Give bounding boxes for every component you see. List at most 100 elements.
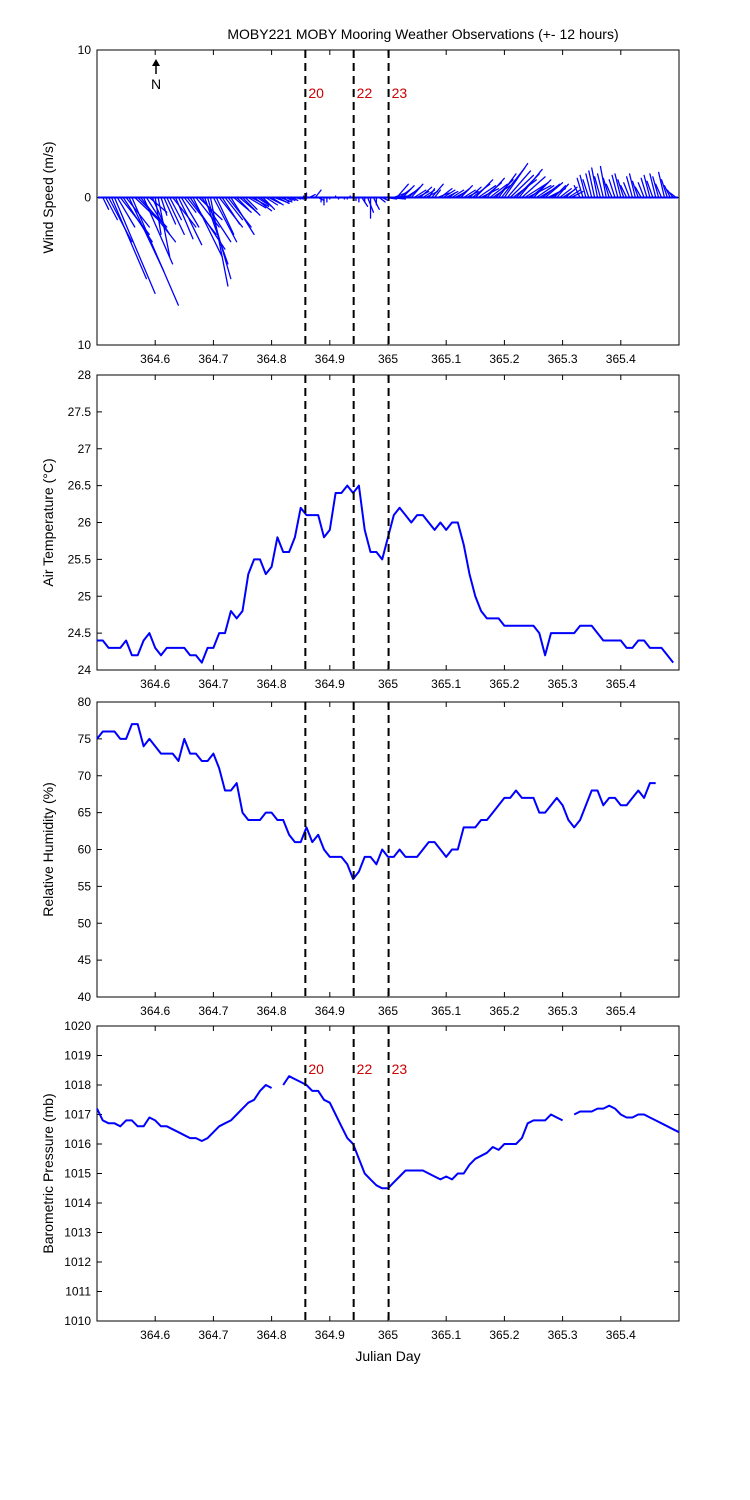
wind-vector <box>474 179 494 199</box>
x-tick-label: 365.3 <box>548 1004 578 1018</box>
y-tick-label: 10 <box>78 43 92 57</box>
wind-vector <box>544 182 564 199</box>
wind-vector <box>602 177 610 199</box>
y-axis-label: Air Temperature (°C) <box>40 458 56 586</box>
wind-vector <box>102 196 110 210</box>
x-tick-label: 364.6 <box>140 1004 170 1018</box>
wind-vector <box>655 183 663 199</box>
wind-vector <box>410 183 424 199</box>
y-tick-label: 1010 <box>64 1314 91 1328</box>
x-tick-label: 364.8 <box>257 677 287 691</box>
wind-vector <box>169 196 183 221</box>
wind-vector <box>660 179 669 199</box>
wind-vector <box>663 185 671 199</box>
north-arrow-head <box>152 59 160 66</box>
wind-vector <box>497 173 517 199</box>
y-tick-label: 1018 <box>64 1078 91 1092</box>
wind-vector <box>157 196 171 258</box>
wind-vector <box>154 196 162 236</box>
x-tick-label: 364.8 <box>257 1328 287 1342</box>
wind-vector <box>617 179 625 199</box>
series-line-barometric-pressure <box>96 1075 680 1190</box>
wind-vector <box>637 182 645 199</box>
wind-vector <box>477 185 497 199</box>
wind-vector <box>640 177 648 199</box>
wind-vector <box>270 196 284 206</box>
wind-vector <box>599 165 607 199</box>
wind-vector <box>585 173 593 199</box>
wind-vector <box>649 173 657 199</box>
wind-vector <box>573 185 581 199</box>
wind-vector <box>553 185 567 199</box>
x-tick-label: 365.1 <box>431 677 461 691</box>
wind-vector <box>596 173 604 199</box>
wind-vector <box>419 186 433 199</box>
x-tick-label: 365.4 <box>606 352 636 366</box>
x-tick-label: 365.3 <box>548 352 578 366</box>
y-tick-label: 1015 <box>64 1167 91 1181</box>
panel-relative-humidity: 364.6 364.7 364.8 364.9 365 365.1 365.2 365.3 36… <box>40 695 680 1018</box>
wind-vector <box>541 183 561 199</box>
x-tick-label: 364.7 <box>198 352 228 366</box>
event-marker-label: 22 <box>357 1061 373 1077</box>
wind-vector <box>241 196 261 216</box>
wind-vector <box>110 196 148 280</box>
wind-vector <box>634 186 642 199</box>
x-tick-label: 365.2 <box>489 1004 519 1018</box>
wind-vector <box>131 196 179 306</box>
y-tick-label: 0 <box>84 191 91 205</box>
x-tick-label: 364.7 <box>198 1328 228 1342</box>
wind-vector <box>221 196 241 225</box>
x-tick-label: 364.7 <box>198 1004 228 1018</box>
wind-vector <box>163 196 177 225</box>
y-tick-label: 24.5 <box>68 626 92 640</box>
x-tick-label: 365.4 <box>606 1004 636 1018</box>
wind-vector <box>509 174 535 199</box>
wind-vector <box>579 174 587 199</box>
y-tick-label: 10 <box>78 338 92 352</box>
wind-vector <box>451 189 465 199</box>
wind-vector <box>463 189 476 199</box>
x-tick-label: 365.4 <box>606 677 636 691</box>
x-tick-label: 364.7 <box>198 677 228 691</box>
event-marker-label: 23 <box>392 1061 408 1077</box>
wind-vector <box>396 183 409 199</box>
wind-vector <box>148 196 168 213</box>
y-tick-label: 45 <box>78 953 92 967</box>
wind-vector <box>643 174 651 199</box>
wind-vector <box>244 196 258 210</box>
x-tick-label: 365.4 <box>606 1328 636 1342</box>
wind-vector <box>503 162 529 199</box>
wind-vector <box>582 179 590 199</box>
y-tick-label: 1011 <box>65 1285 91 1299</box>
wind-vector <box>608 179 616 199</box>
x-axis-label: Julian Day <box>355 1348 420 1364</box>
wind-vector <box>215 196 235 236</box>
wind-vector <box>614 173 622 199</box>
y-tick-label: 80 <box>78 695 92 709</box>
x-tick-label: 364.9 <box>315 677 345 691</box>
y-axis-label: Barometric Pressure (mb) <box>40 1093 56 1253</box>
wind-vector <box>652 176 660 199</box>
wind-vector <box>183 196 197 213</box>
y-tick-label: 1013 <box>64 1226 91 1240</box>
wind-vector <box>611 174 619 199</box>
x-tick-label: 365 <box>378 1004 398 1018</box>
wind-vector <box>588 170 596 199</box>
y-tick-label: 25.5 <box>68 552 92 566</box>
x-tick-label: 364.9 <box>315 1004 345 1018</box>
x-tick-label: 364.9 <box>315 1328 345 1342</box>
x-tick-label: 365 <box>378 1328 398 1342</box>
wind-vector <box>486 177 505 199</box>
wind-vector <box>116 196 136 228</box>
y-tick-label: 75 <box>78 732 92 746</box>
x-tick-label: 365.3 <box>548 1328 578 1342</box>
y-tick-label: 1017 <box>64 1108 91 1122</box>
y-tick-label: 60 <box>78 843 92 857</box>
x-tick-label: 365.1 <box>431 352 461 366</box>
x-tick-label: 365.1 <box>431 1004 461 1018</box>
x-tick-label: 365.2 <box>489 352 519 366</box>
wind-vector <box>646 180 654 199</box>
wind-vector <box>518 168 543 199</box>
